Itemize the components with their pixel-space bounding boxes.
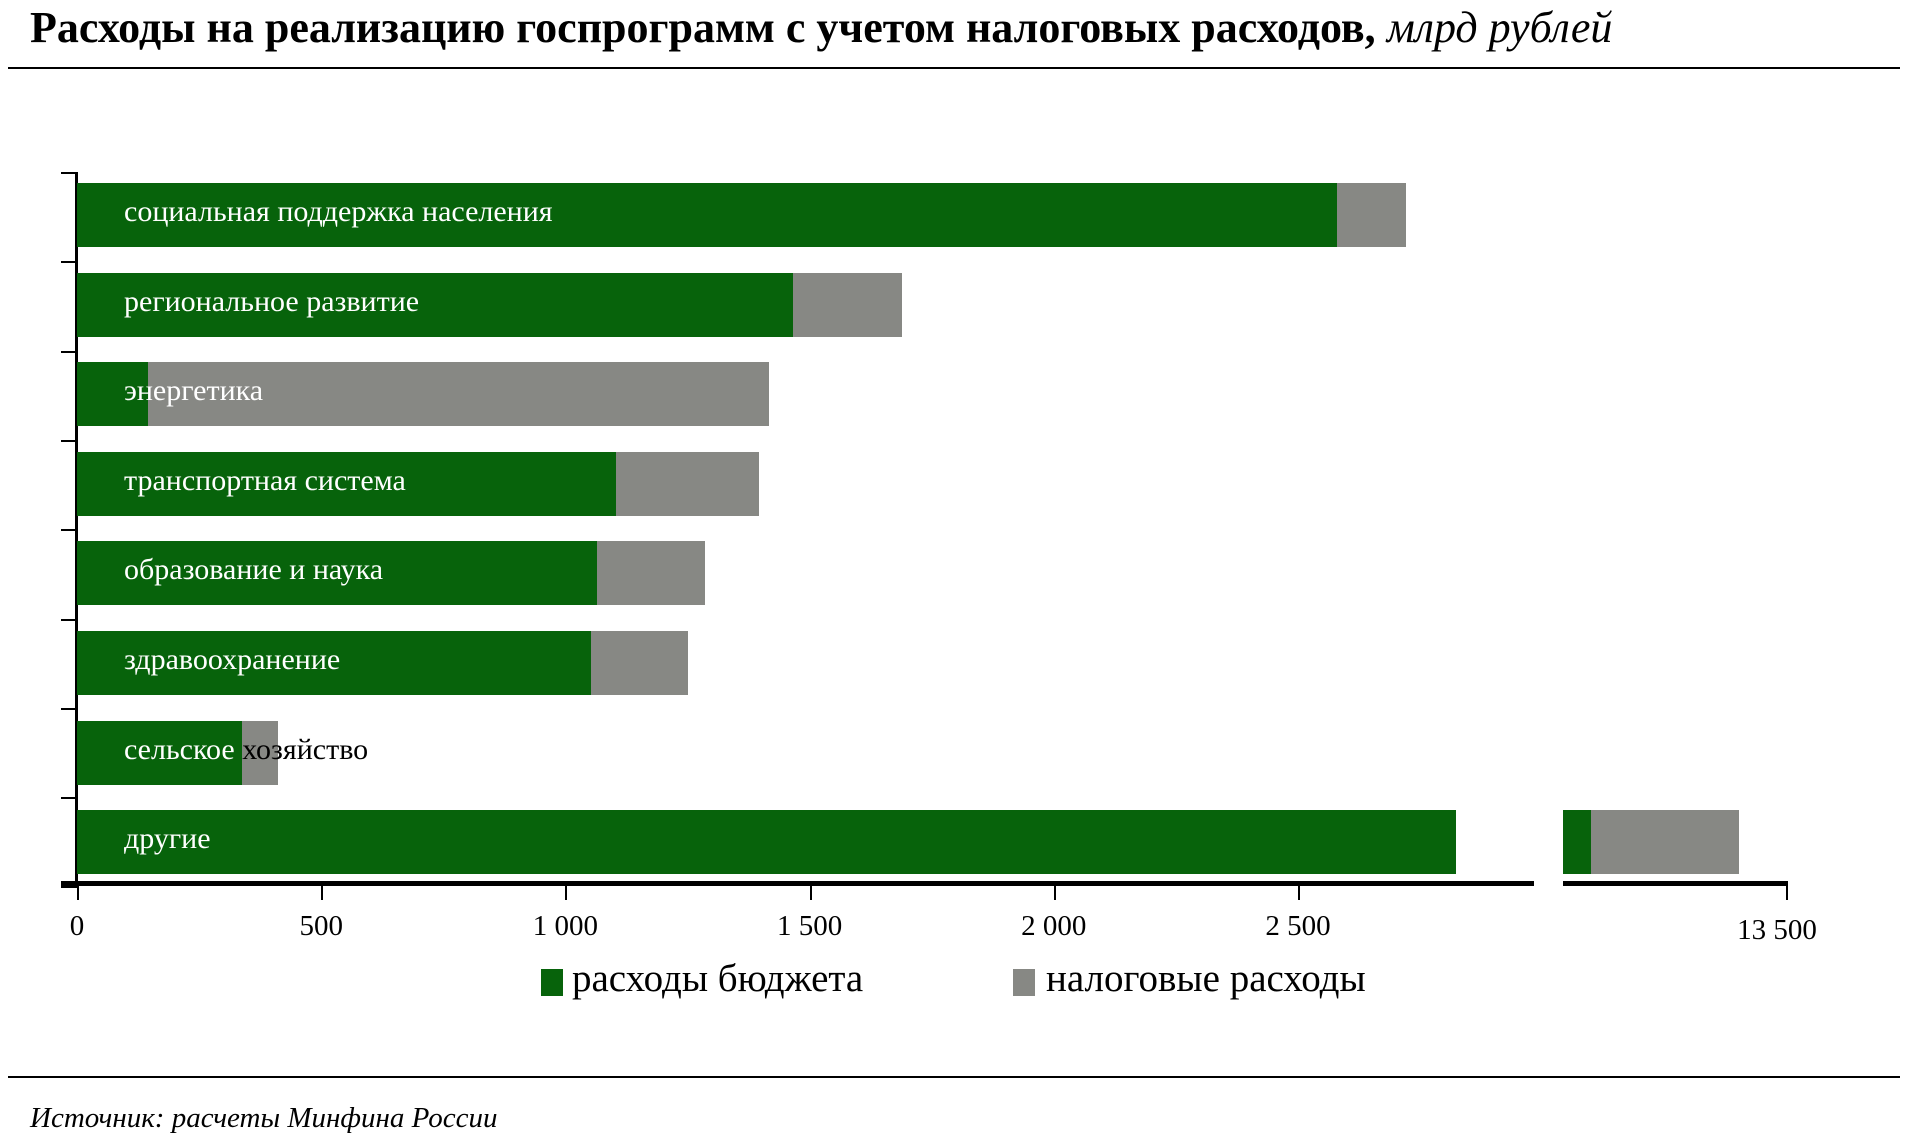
bar-tax [1591, 810, 1739, 875]
x-tick-label: 2 000 [1021, 910, 1087, 942]
y-tick [61, 261, 77, 264]
x-tick-label: 1 000 [532, 910, 599, 942]
bar-label: образование и наука [124, 553, 384, 587]
bar-tax [590, 631, 688, 695]
legend-swatch-tax [1013, 969, 1035, 996]
bar-budget-broken [1563, 810, 1591, 875]
x-tick [1298, 884, 1300, 900]
x-tick [77, 884, 79, 900]
x-tick [565, 884, 568, 900]
x-tick [1786, 884, 1788, 900]
bar-label: энергетика [124, 374, 264, 408]
bottom-rule [8, 1076, 1900, 1078]
x-tick [321, 884, 324, 900]
bar-tax [1337, 183, 1407, 247]
bar-budget [77, 810, 1456, 875]
x-tick-label: 2 500 [1265, 910, 1331, 942]
y-tick [61, 172, 77, 174]
bar-budget [77, 451, 617, 516]
x-axis-line [61, 881, 1534, 886]
source-note: Источник: расчеты Минфина России [30, 1102, 498, 1134]
bar-budget [77, 362, 148, 427]
bar-label: региональное развитие [124, 284, 420, 318]
x-tick-label: 500 [299, 910, 343, 942]
x-tick-label: 13 500 [1737, 914, 1817, 946]
x-tick-label: 1 500 [776, 910, 843, 942]
bar-budget [77, 183, 1338, 247]
bar-tax [616, 451, 759, 516]
y-tick [61, 797, 77, 800]
bar-budget [77, 631, 591, 695]
bar-tax [241, 720, 278, 785]
legend-budget: расходы бюджета [572, 957, 864, 1000]
x-tick [1053, 884, 1056, 900]
y-axis-line [75, 172, 78, 884]
bar-tax [147, 362, 769, 427]
x-axis-line-broken [1563, 881, 1788, 886]
bar-budget [77, 720, 242, 785]
bar-label: транспортная система [124, 463, 406, 497]
top-rule [8, 67, 1900, 69]
legend-swatch-budget [541, 969, 563, 996]
y-tick [61, 439, 77, 442]
x-tick [809, 884, 812, 900]
y-tick [61, 886, 77, 889]
bar-tax [596, 541, 706, 606]
bar-label: другие [124, 822, 211, 856]
x-tick-label: 0 [69, 910, 85, 942]
y-tick [61, 350, 77, 353]
bar-label: социальная поддержка населения [124, 195, 553, 228]
bar-budget [77, 541, 597, 606]
y-tick [61, 618, 77, 621]
bar-label: здравоохранение [124, 643, 341, 676]
legend-tax: налоговые расходы [1046, 957, 1366, 1000]
bar-label: сельское хозяйство [124, 732, 369, 766]
bar-budget [77, 272, 793, 337]
y-tick [61, 707, 77, 710]
bar-tax [792, 272, 903, 337]
y-tick [61, 529, 77, 532]
chart-title: Расходы на реализацию госпрограмм с учет… [30, 3, 1613, 52]
